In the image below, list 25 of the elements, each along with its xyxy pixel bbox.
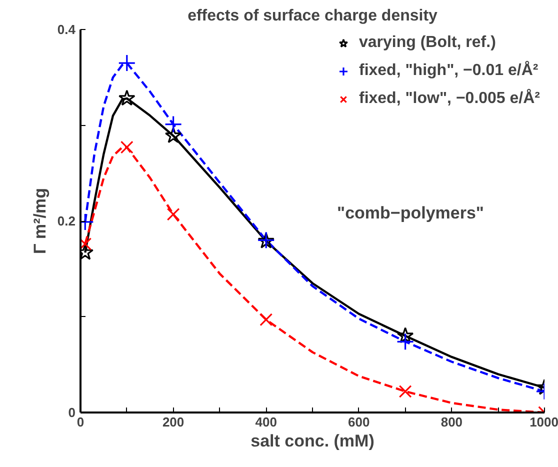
y-tick-label: 0.4	[57, 22, 76, 37]
point	[120, 140, 134, 154]
point	[260, 313, 273, 326]
annotation: "comb−polymers"	[337, 204, 484, 222]
point	[164, 115, 182, 134]
point	[118, 90, 136, 106]
x-tick-label: 200	[162, 414, 184, 430]
x-tick-label: 800	[440, 414, 463, 430]
x-tick-label: 600	[348, 414, 370, 430]
point	[396, 332, 414, 350]
y-axis-title: Γ m²/mg	[30, 188, 50, 254]
chart-title: effects of surface charge density	[188, 8, 438, 24]
x-tick-label: 1000	[530, 414, 558, 430]
point	[396, 327, 414, 344]
legend-label: fixed, "low", −0.005 e/Å²	[358, 90, 540, 108]
x-axis-title: salt conc. (mM)	[250, 432, 374, 450]
point	[166, 208, 180, 221]
legend-label: fixed, "high", −0.01 e/Å²	[358, 62, 538, 80]
x-tick-label: 400	[255, 414, 277, 430]
legend-label: varying (Bolt, ref.)	[358, 34, 496, 52]
point	[118, 54, 136, 72]
point	[164, 126, 182, 144]
y-tick-label: 0.2	[57, 214, 76, 228]
point	[398, 384, 412, 398]
y-tick-label: 0	[68, 405, 76, 420]
